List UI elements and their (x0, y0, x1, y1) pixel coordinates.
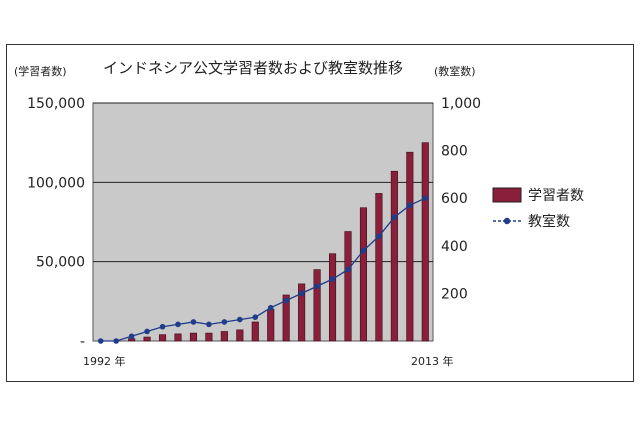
data-point (144, 328, 150, 335)
data-bar (220, 331, 228, 342)
data-point (252, 314, 259, 321)
data-point (283, 297, 289, 304)
left-tick-labels: - 50,000 100,000 150,000 (27, 96, 85, 350)
x-end-label: 2013 年 (411, 354, 454, 368)
data-point (267, 304, 274, 311)
data-point (190, 319, 197, 325)
data-point (407, 202, 413, 209)
left-axis-label: (学習者数) (14, 64, 67, 78)
data-bar (205, 332, 213, 342)
right-tick-label: 800 (441, 144, 468, 160)
legend: 学習者数 教室数 (492, 187, 584, 230)
data-point (113, 338, 119, 344)
data-point (97, 338, 104, 344)
right-tick-label: 600 (441, 191, 468, 207)
right-tick-label: 400 (441, 239, 468, 255)
data-point (221, 319, 228, 325)
left-tick-label: 50,000 (36, 255, 85, 271)
data-point (175, 321, 181, 328)
data-bar (313, 269, 321, 342)
data-bar (174, 333, 182, 342)
legend-bar-label: 学習者数 (528, 188, 584, 204)
legend-line-label: 教室数 (528, 213, 570, 230)
data-bar (267, 308, 275, 342)
left-tick-label: 100,000 (27, 175, 85, 191)
chart-title: インドネシア公文学習者数および教室数推移 (103, 59, 403, 77)
right-tick-labels: 200 400 600 800 1,000 (441, 96, 481, 302)
data-bar (159, 334, 167, 342)
data-line (100, 197, 426, 342)
data-bar (375, 193, 383, 342)
data-bar (359, 207, 367, 342)
chart-svg: インドネシア公文学習者数および教室数推移 (学習者数) (教室数) - 50,00… (14, 59, 584, 368)
x-start-label: 1992 年 (83, 354, 126, 368)
data-point (360, 247, 367, 254)
data-point (159, 323, 166, 330)
data-point (298, 290, 305, 297)
data-bar (236, 329, 244, 342)
chart-frame: インドネシア公文学習者数および教室数推移 (学習者数) (教室数) - 50,00… (6, 44, 634, 382)
left-tick-label: - (80, 334, 85, 350)
data-point (391, 214, 398, 221)
legend-line-marker (503, 217, 511, 225)
data-point (237, 316, 243, 323)
data-bar (282, 294, 290, 342)
right-tick-label: 200 (441, 286, 468, 302)
data-bar (298, 283, 306, 342)
data-bar (189, 332, 198, 342)
data-point (345, 266, 351, 273)
data-point (376, 233, 382, 240)
bar-series (128, 142, 429, 342)
data-point (128, 333, 135, 340)
data-point (329, 276, 336, 282)
data-bar (406, 151, 414, 342)
data-point (206, 321, 212, 328)
data-bar (344, 231, 352, 342)
data-bar (390, 170, 398, 342)
legend-bar-swatch (492, 187, 522, 203)
data-point (314, 283, 320, 290)
line-series (97, 195, 429, 344)
data-point (422, 195, 429, 201)
data-bar (328, 253, 337, 342)
data-bar (251, 321, 259, 342)
left-tick-label: 150,000 (27, 96, 85, 112)
right-tick-label: 1,000 (441, 96, 481, 112)
right-axis-label: (教室数) (434, 64, 476, 78)
data-bar (143, 336, 151, 342)
data-bar (421, 142, 429, 342)
